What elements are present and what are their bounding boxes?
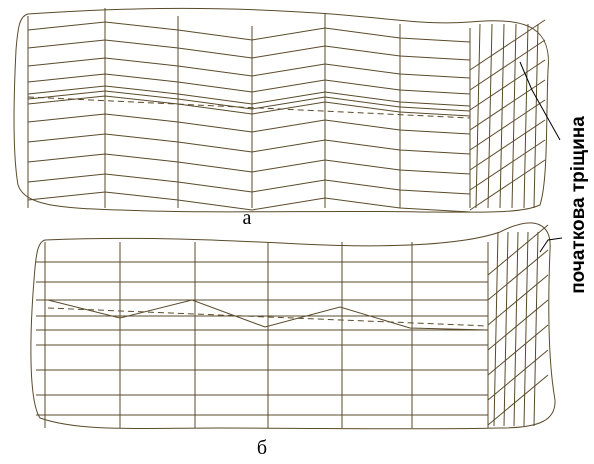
mesh-diag <box>488 300 548 350</box>
top-mesh <box>14 8 548 212</box>
mesh-row <box>28 40 470 60</box>
mesh-row <box>28 154 470 174</box>
leader-line <box>540 238 562 252</box>
mesh-diag <box>470 40 545 90</box>
label-b: б <box>257 437 267 459</box>
mesh-diag <box>488 350 548 400</box>
mesh-column <box>476 24 480 208</box>
mesh-row <box>28 22 470 42</box>
mesh-row <box>28 114 470 134</box>
top-outline <box>14 8 548 212</box>
mesh-column <box>524 232 528 426</box>
crack-line <box>28 96 470 116</box>
mesh-row <box>28 134 470 154</box>
crack-line <box>28 86 470 106</box>
mesh-row <box>28 74 470 94</box>
mesh-column <box>494 232 498 426</box>
mesh-diag <box>470 140 545 190</box>
mesh-column <box>534 24 538 208</box>
mesh-diag <box>470 100 545 150</box>
label-a: а <box>243 207 252 229</box>
mesh-column <box>514 232 518 426</box>
mesh-row <box>28 174 470 194</box>
mesh-column <box>500 24 504 208</box>
crack-label: початкова тріщина <box>568 116 589 294</box>
mesh-diag <box>488 375 548 425</box>
mesh-diag <box>488 325 548 375</box>
mesh-diag <box>470 20 545 70</box>
bottom-outline <box>31 223 555 429</box>
mesh-diag <box>470 120 545 170</box>
mesh-diag <box>470 80 545 130</box>
figure: а б початкова тріщина <box>0 0 594 464</box>
mesh-diag <box>470 60 545 110</box>
bottom-mesh <box>31 223 555 429</box>
